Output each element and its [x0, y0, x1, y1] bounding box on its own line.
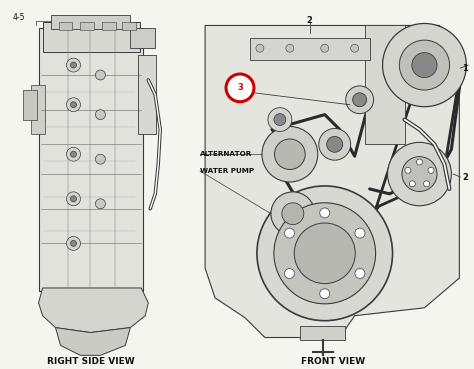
Circle shape	[66, 237, 81, 250]
Circle shape	[355, 269, 365, 279]
Bar	[81, 23, 94, 30]
Circle shape	[321, 44, 329, 52]
Text: 1: 1	[462, 63, 468, 73]
Circle shape	[399, 40, 449, 90]
Circle shape	[274, 203, 375, 304]
Circle shape	[327, 137, 343, 152]
Circle shape	[284, 228, 294, 238]
Circle shape	[346, 86, 374, 114]
Circle shape	[66, 58, 81, 72]
Bar	[31, 85, 45, 134]
Circle shape	[410, 181, 415, 187]
Circle shape	[417, 159, 422, 165]
Circle shape	[388, 142, 451, 206]
Circle shape	[428, 168, 434, 173]
Circle shape	[95, 154, 105, 164]
Circle shape	[282, 203, 304, 225]
Circle shape	[226, 74, 254, 102]
Circle shape	[405, 168, 411, 173]
Bar	[300, 325, 345, 341]
Circle shape	[383, 24, 466, 107]
Circle shape	[71, 241, 76, 246]
Bar	[138, 55, 156, 134]
Circle shape	[268, 108, 292, 131]
Circle shape	[274, 139, 305, 169]
Circle shape	[71, 151, 76, 157]
Bar	[130, 28, 155, 48]
Bar	[23, 90, 36, 120]
Circle shape	[71, 102, 76, 108]
Bar	[122, 23, 137, 30]
Circle shape	[271, 192, 315, 235]
Text: 2: 2	[462, 173, 468, 182]
Circle shape	[95, 199, 105, 209]
Text: 4-5: 4-5	[13, 13, 25, 22]
Text: FRONT VIEW: FRONT VIEW	[301, 357, 365, 366]
Circle shape	[319, 128, 351, 160]
Bar	[365, 25, 404, 144]
Circle shape	[424, 181, 429, 187]
Circle shape	[66, 98, 81, 112]
Circle shape	[320, 208, 330, 218]
Bar	[43, 23, 140, 52]
Circle shape	[256, 44, 264, 52]
Text: WATER PUMP: WATER PUMP	[200, 168, 254, 174]
Circle shape	[320, 289, 330, 299]
Bar	[58, 23, 73, 30]
Polygon shape	[55, 328, 130, 355]
Circle shape	[351, 44, 359, 52]
Circle shape	[71, 62, 76, 68]
Circle shape	[284, 269, 294, 279]
Text: ALTERNATOR: ALTERNATOR	[200, 151, 252, 157]
Circle shape	[95, 70, 105, 80]
Circle shape	[274, 114, 286, 125]
Circle shape	[355, 228, 365, 238]
Circle shape	[71, 196, 76, 202]
Bar	[51, 14, 130, 30]
Circle shape	[95, 110, 105, 120]
Circle shape	[294, 223, 355, 284]
Circle shape	[412, 53, 437, 77]
Bar	[102, 23, 116, 30]
Circle shape	[66, 147, 81, 161]
Text: 2: 2	[307, 15, 313, 25]
Circle shape	[353, 93, 366, 107]
Text: RIGHT SIDE VIEW: RIGHT SIDE VIEW	[46, 357, 134, 366]
Polygon shape	[205, 25, 459, 338]
Circle shape	[262, 127, 318, 182]
Circle shape	[286, 44, 294, 52]
Text: 3: 3	[237, 83, 243, 92]
Circle shape	[257, 186, 392, 321]
Circle shape	[402, 156, 437, 192]
Circle shape	[66, 192, 81, 206]
Bar	[250, 38, 370, 60]
Polygon shape	[38, 288, 148, 332]
Bar	[38, 28, 143, 291]
